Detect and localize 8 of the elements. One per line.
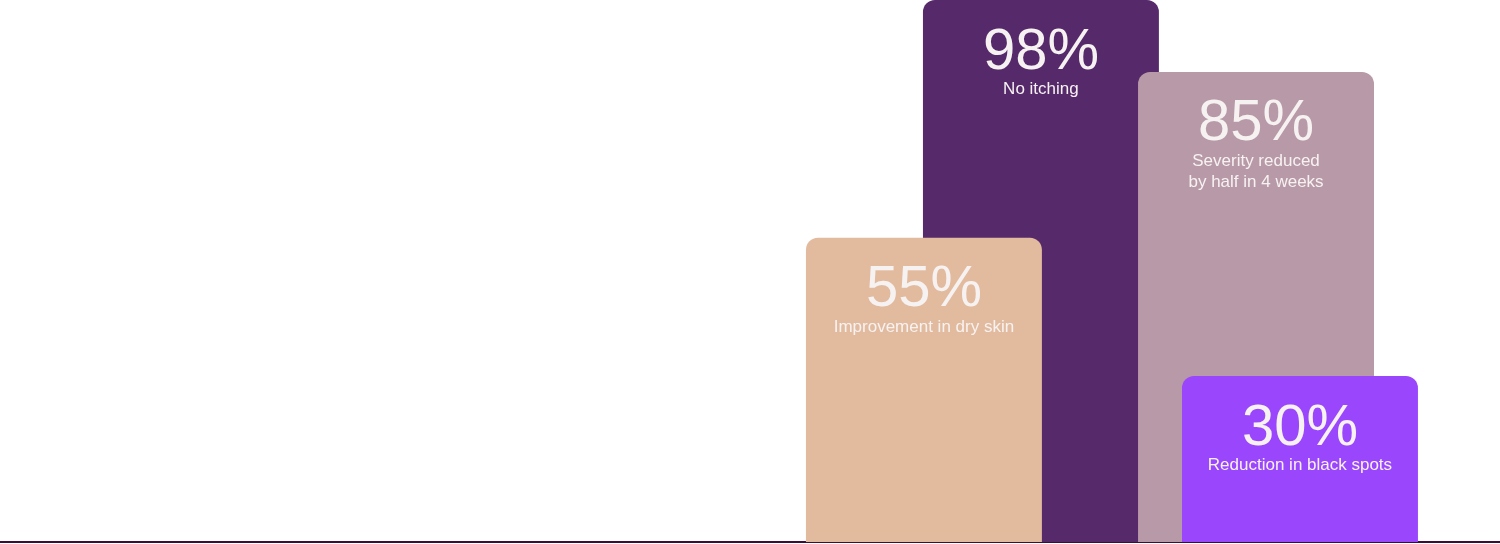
x-tick-label: Severity reduced by half in 4 weeks bbox=[1188, 150, 1324, 191]
data-label: 55% bbox=[865, 253, 982, 319]
data-label: 85% bbox=[1197, 87, 1315, 153]
x-tick-label: Improvement in dry skin bbox=[833, 316, 1015, 336]
x-tick-label: Reduction in black spots bbox=[1207, 455, 1393, 475]
data-label: 98% bbox=[982, 15, 1099, 81]
x-tick-label: No itching bbox=[1003, 79, 1079, 98]
data-label: 30% bbox=[1241, 391, 1359, 457]
